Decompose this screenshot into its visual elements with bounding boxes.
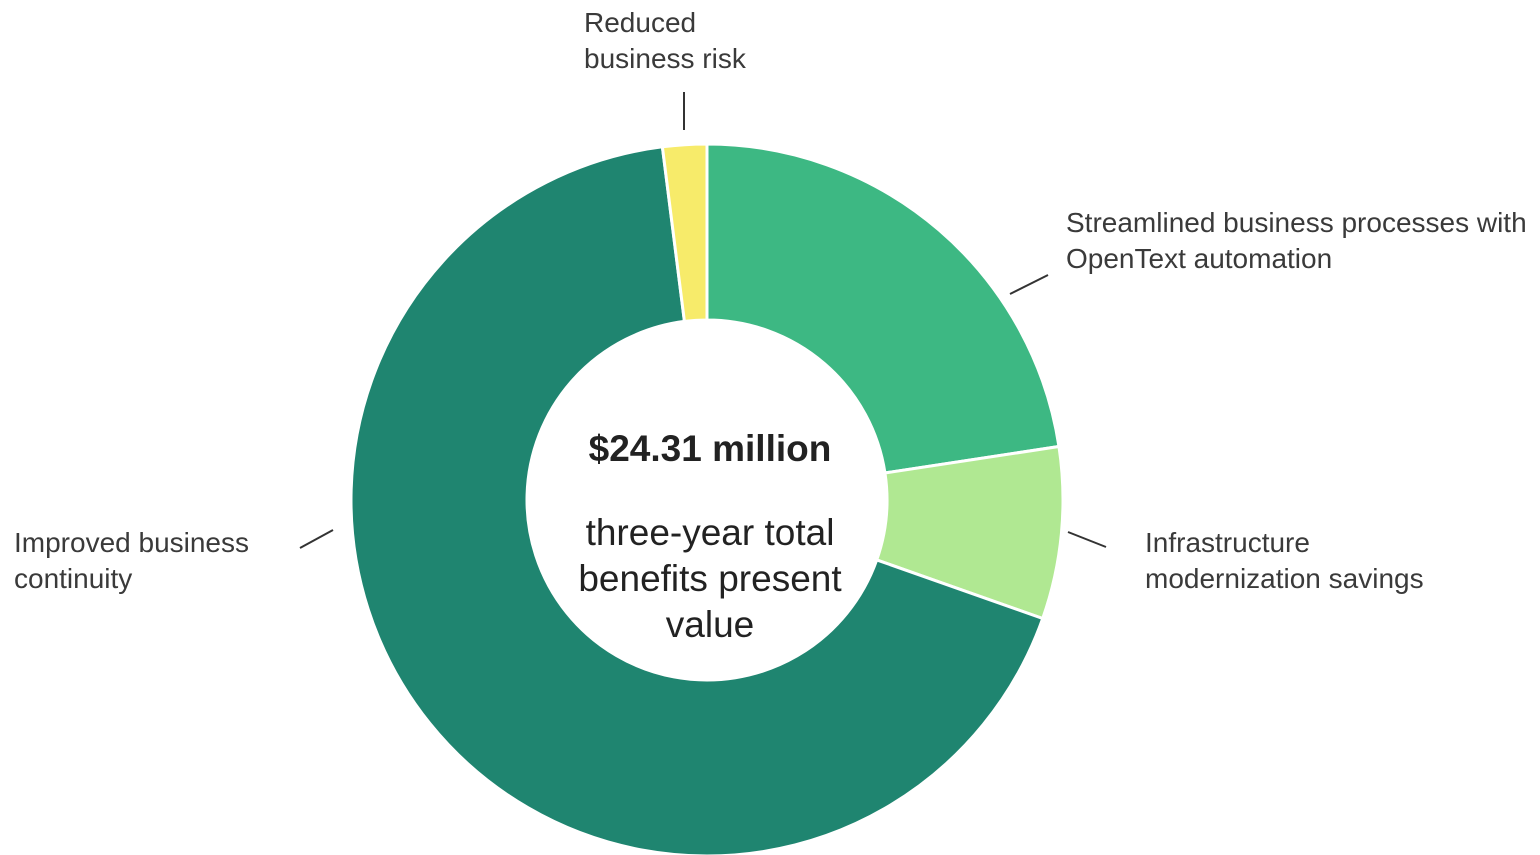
leader-line bbox=[1067, 531, 1107, 548]
center-subtitle: three-year total benefits present value bbox=[578, 512, 842, 645]
slice bbox=[660, 142, 709, 324]
center-title: $24.31 million bbox=[588, 428, 832, 469]
arcs bbox=[349, 142, 1065, 855]
leader-line bbox=[1009, 274, 1049, 295]
slice bbox=[705, 142, 1061, 475]
leader-line bbox=[299, 529, 334, 549]
slice-label: Streamlined business processes with Open… bbox=[1066, 207, 1527, 274]
slice-label: Reduced business risk bbox=[584, 7, 746, 74]
slice-label: Infrastructure modernization savings bbox=[1145, 527, 1424, 594]
slice-label: Improved business continuity bbox=[14, 527, 250, 594]
slice bbox=[349, 145, 1045, 855]
